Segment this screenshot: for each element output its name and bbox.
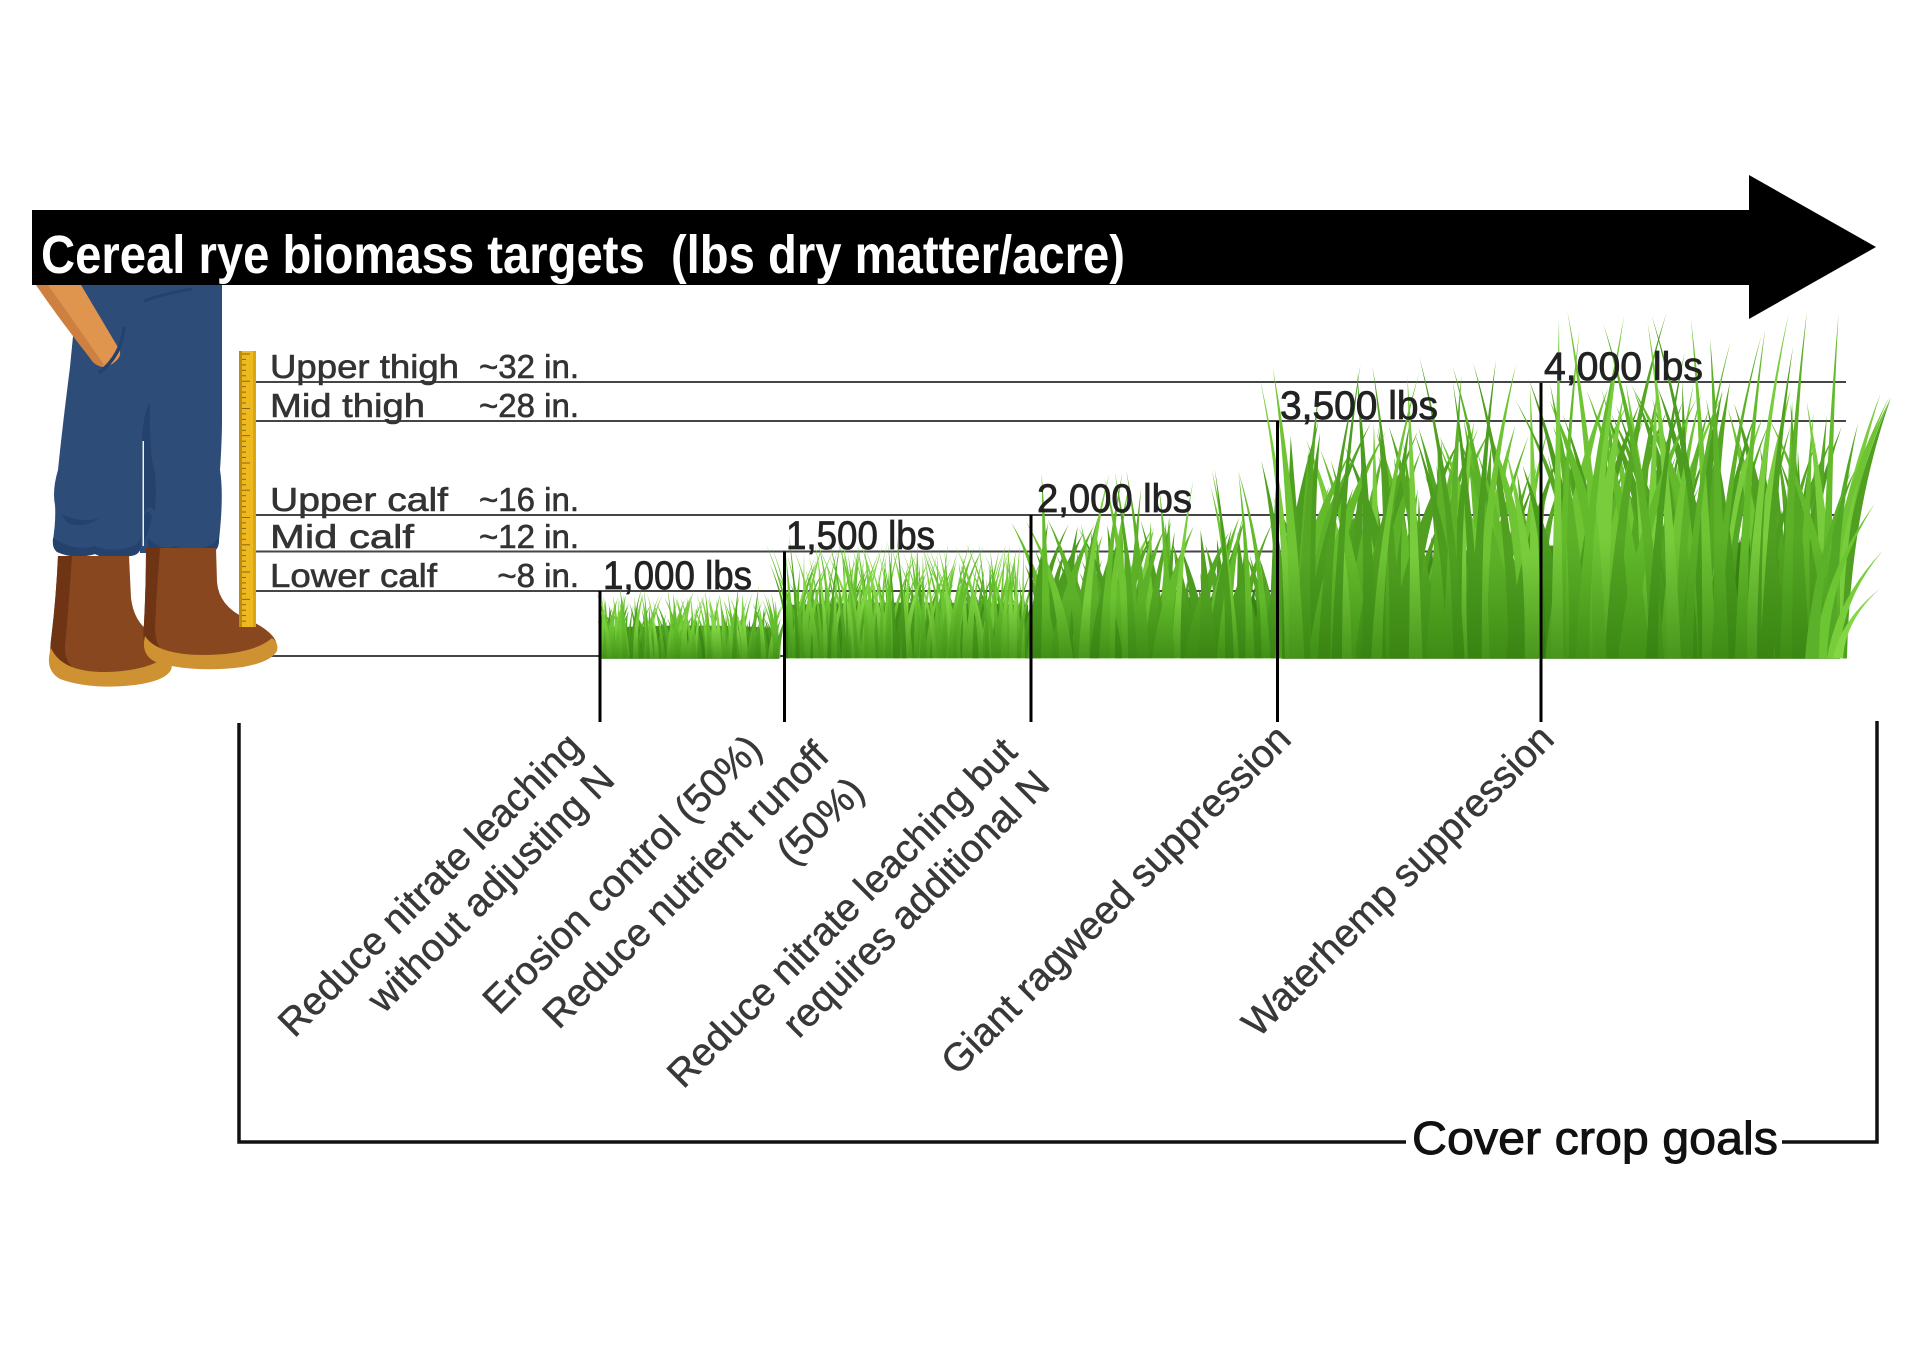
svg-text:~12 in.: ~12 in. <box>479 518 579 555</box>
svg-text:~28 in.: ~28 in. <box>479 387 579 424</box>
svg-text:1,500 lbs: 1,500 lbs <box>786 514 935 558</box>
svg-text:Mid calf: Mid calf <box>270 518 415 555</box>
svg-text:~16 in.: ~16 in. <box>479 481 579 518</box>
svg-text:Cover crop goals: Cover crop goals <box>1412 1112 1778 1164</box>
svg-text:Lower calf: Lower calf <box>270 557 438 594</box>
svg-text:2,000 lbs: 2,000 lbs <box>1037 477 1192 521</box>
svg-text:~32 in.: ~32 in. <box>479 348 579 385</box>
svg-text:Mid thigh: Mid thigh <box>270 387 425 424</box>
svg-text:4,000 lbs: 4,000 lbs <box>1544 345 1703 389</box>
svg-text:~8 in.: ~8 in. <box>497 557 579 594</box>
svg-text:1,000 lbs: 1,000 lbs <box>603 554 752 598</box>
svg-text:Upper calf: Upper calf <box>270 481 449 518</box>
svg-text:Upper thigh: Upper thigh <box>270 348 459 385</box>
svg-text:Cereal rye biomass targets (l: Cereal rye biomass targets (lbs dry matt… <box>41 225 1125 285</box>
svg-text:3,500 lbs: 3,500 lbs <box>1280 384 1438 428</box>
